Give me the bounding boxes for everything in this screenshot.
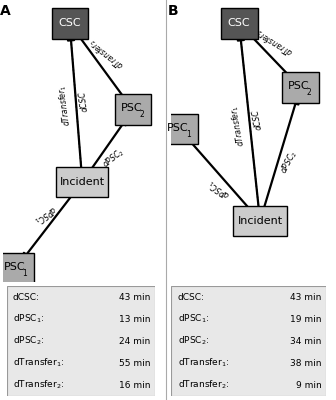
FancyBboxPatch shape: [234, 206, 287, 236]
Text: 1: 1: [22, 269, 27, 278]
Text: 43 min: 43 min: [119, 292, 150, 302]
FancyBboxPatch shape: [171, 286, 326, 396]
Text: dPSC$_2$:: dPSC$_2$:: [177, 335, 209, 347]
Text: 16 min: 16 min: [119, 380, 150, 390]
Text: dTransfer$_2$: dTransfer$_2$: [87, 36, 127, 71]
Text: 43 min: 43 min: [290, 292, 321, 302]
Text: dTransfer$_2$: dTransfer$_2$: [254, 25, 296, 57]
Text: PSC: PSC: [167, 123, 188, 133]
Text: Incident: Incident: [238, 216, 283, 226]
Text: Incident: Incident: [60, 177, 105, 187]
Text: B: B: [168, 4, 179, 18]
FancyBboxPatch shape: [115, 94, 151, 125]
Text: dCSC: dCSC: [78, 90, 90, 112]
Text: dCSC: dCSC: [251, 109, 264, 131]
FancyBboxPatch shape: [51, 8, 88, 39]
Text: 9 min: 9 min: [296, 380, 321, 390]
Text: 13 min: 13 min: [119, 314, 150, 324]
Text: dTransfer$_1$:: dTransfer$_1$:: [13, 357, 64, 369]
Text: dTransfer$_1$: dTransfer$_1$: [56, 84, 74, 127]
FancyBboxPatch shape: [0, 253, 34, 283]
FancyBboxPatch shape: [282, 72, 319, 103]
Text: 2: 2: [307, 88, 311, 97]
Text: dPSC$_1$:: dPSC$_1$:: [13, 313, 44, 325]
Text: PSC: PSC: [4, 262, 25, 272]
Text: CSC: CSC: [228, 18, 250, 28]
Text: dCSC:: dCSC:: [13, 292, 40, 302]
FancyBboxPatch shape: [56, 167, 109, 197]
Text: dPSC$_1$: dPSC$_1$: [31, 202, 58, 226]
Text: dPSC$_2$:: dPSC$_2$:: [13, 335, 44, 347]
FancyBboxPatch shape: [161, 114, 198, 144]
Text: PSC: PSC: [121, 103, 142, 113]
FancyBboxPatch shape: [7, 286, 155, 396]
Text: 38 min: 38 min: [290, 358, 321, 368]
Text: 19 min: 19 min: [290, 314, 321, 324]
Text: CSC: CSC: [58, 18, 81, 28]
Text: PSC: PSC: [288, 81, 309, 91]
FancyBboxPatch shape: [220, 8, 258, 39]
Text: dPSC$_2$: dPSC$_2$: [100, 146, 127, 171]
Text: dTransfer$_1$: dTransfer$_1$: [228, 104, 248, 147]
Text: dPSC$_1$: dPSC$_1$: [206, 177, 234, 201]
Text: dTransfer$_2$:: dTransfer$_2$:: [13, 379, 64, 391]
Text: 1: 1: [186, 130, 191, 139]
Text: 2: 2: [139, 110, 144, 119]
Text: 34 min: 34 min: [290, 336, 321, 346]
Text: 24 min: 24 min: [119, 336, 150, 346]
Text: dTransfer$_2$:: dTransfer$_2$:: [177, 379, 229, 391]
Text: dCSC:: dCSC:: [177, 292, 204, 302]
Text: dPSC$_1$:: dPSC$_1$:: [177, 313, 209, 325]
Text: dTransfer$_1$:: dTransfer$_1$:: [177, 357, 229, 369]
Text: A: A: [0, 4, 11, 18]
Text: 55 min: 55 min: [119, 358, 150, 368]
Text: dPSC$_2$: dPSC$_2$: [278, 148, 300, 176]
